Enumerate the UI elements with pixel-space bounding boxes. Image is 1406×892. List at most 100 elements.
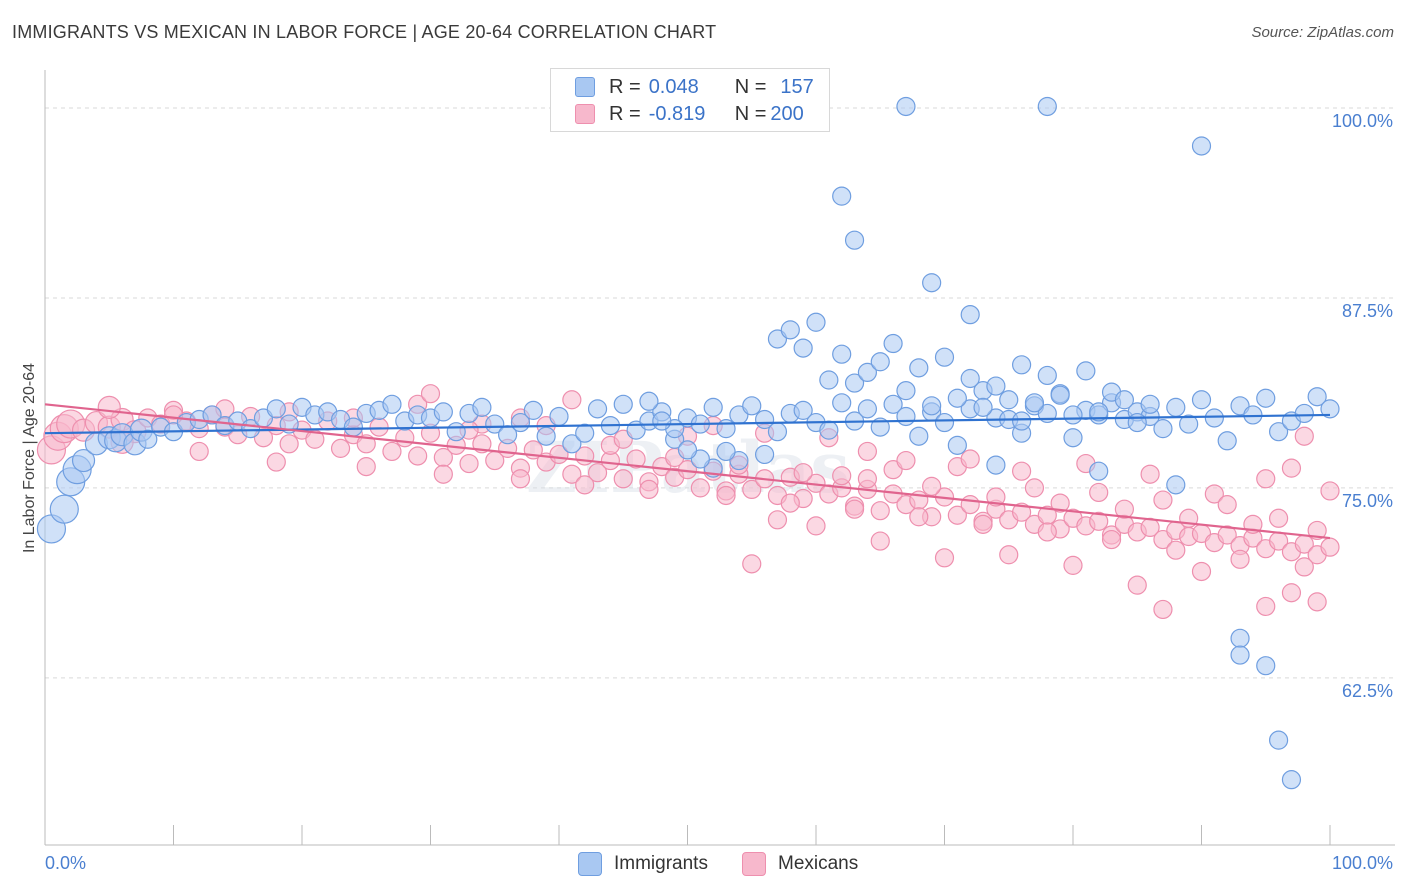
immigrants-point bbox=[49, 494, 79, 524]
immigrants-point bbox=[832, 186, 852, 206]
r-label: R = bbox=[609, 75, 641, 98]
mexicans-point bbox=[986, 487, 1006, 507]
legend-item-immigrants: Immigrants bbox=[578, 852, 708, 876]
immigrants-point bbox=[1268, 730, 1289, 750]
immigrants-point bbox=[832, 393, 852, 413]
mexicans-point bbox=[742, 479, 762, 500]
immigrants-point bbox=[1114, 390, 1135, 410]
immigrants-point bbox=[1024, 393, 1045, 413]
immigrants-point bbox=[896, 406, 916, 427]
immigrants-legend-swatch bbox=[578, 852, 602, 876]
mexicans-point bbox=[1281, 583, 1302, 603]
immigrants-point bbox=[896, 96, 916, 117]
immigrants-swatch bbox=[575, 77, 595, 97]
mexicans-point bbox=[1011, 461, 1032, 481]
immigrants-point bbox=[1256, 388, 1276, 408]
immigrants-point bbox=[202, 405, 222, 425]
mexicans-point bbox=[266, 452, 286, 472]
mexicans-point bbox=[960, 495, 980, 515]
immigrants-point bbox=[575, 423, 595, 443]
immigrants-point bbox=[523, 400, 543, 420]
mexicans-point bbox=[1153, 599, 1173, 620]
mexicans-point bbox=[369, 417, 389, 437]
mexicans-point bbox=[1089, 482, 1109, 503]
immigrants-point bbox=[883, 394, 903, 414]
mexicans-point bbox=[1011, 502, 1032, 522]
mexicans-point bbox=[1166, 540, 1186, 560]
mexicans-point bbox=[1114, 499, 1135, 519]
immigrants-point bbox=[1089, 461, 1109, 481]
mexicans-point bbox=[330, 438, 351, 458]
mexicans-point bbox=[1320, 537, 1340, 557]
immigrants-point bbox=[806, 312, 826, 332]
legend-label-immigrants: Immigrants bbox=[614, 853, 708, 874]
mexicans-point bbox=[1089, 511, 1109, 531]
mexicans-point bbox=[1256, 596, 1276, 617]
mexicans-point bbox=[1140, 464, 1160, 484]
mexicans-point bbox=[922, 476, 942, 496]
y-tick-label: 62.5% bbox=[1342, 681, 1393, 701]
immigrants-point bbox=[960, 368, 980, 389]
immigrants-point bbox=[1294, 403, 1314, 424]
mexicans-point bbox=[189, 441, 209, 462]
mexicans-point bbox=[1281, 458, 1302, 478]
mexicans-point bbox=[1294, 426, 1314, 446]
mexicans-point bbox=[1037, 522, 1057, 542]
immigrants-point bbox=[716, 441, 736, 462]
immigrants-point bbox=[870, 352, 890, 372]
immigrants-point bbox=[433, 402, 453, 422]
immigrants-point bbox=[780, 320, 800, 340]
mexicans-point bbox=[420, 384, 441, 404]
immigrants-point bbox=[1050, 385, 1070, 405]
immigrants-point bbox=[754, 444, 775, 465]
mexicans-point bbox=[639, 479, 659, 500]
n-value: 157 bbox=[780, 75, 814, 98]
immigrants-point bbox=[1281, 770, 1302, 790]
mexicans-point bbox=[870, 501, 890, 521]
n-label: N = bbox=[734, 75, 767, 98]
immigrants-point bbox=[986, 376, 1006, 396]
mexicans-point bbox=[1127, 575, 1147, 595]
mexicans-point bbox=[1024, 478, 1045, 498]
mexicans-point bbox=[780, 493, 800, 513]
mexicans-point bbox=[1191, 561, 1212, 582]
immigrants-point bbox=[446, 422, 466, 442]
mexicans-point bbox=[742, 554, 762, 574]
mexicans-point bbox=[433, 464, 453, 484]
mexicans-point bbox=[806, 516, 826, 536]
immigrants-point bbox=[1179, 414, 1199, 434]
immigrants-point bbox=[857, 399, 878, 419]
n-value: 200 bbox=[770, 102, 804, 125]
mexicans-point bbox=[857, 441, 878, 462]
immigrants-point bbox=[587, 399, 608, 419]
mexicans-point bbox=[356, 457, 376, 477]
legend-label-mexicans: Mexicans bbox=[778, 853, 859, 874]
immigrants-point bbox=[896, 381, 916, 401]
immigrants-point bbox=[485, 414, 505, 434]
immigrants-point bbox=[883, 333, 903, 354]
mexicans-point bbox=[575, 475, 595, 495]
mexicans-point bbox=[896, 450, 916, 471]
immigrants-point bbox=[1166, 475, 1186, 495]
mexicans-point bbox=[909, 507, 929, 527]
mexicans-point bbox=[279, 434, 299, 454]
immigrants-point bbox=[716, 419, 736, 439]
immigrants-point bbox=[241, 419, 261, 439]
y-axis-label: In Labor Force | Age 20-64 bbox=[21, 363, 38, 553]
immigrants-point bbox=[922, 273, 942, 293]
mexicans-point bbox=[562, 390, 582, 410]
immigrants-point bbox=[562, 434, 582, 454]
immigrants-point bbox=[1037, 365, 1057, 386]
mexicans-point bbox=[832, 466, 852, 486]
mexicans-point bbox=[510, 469, 531, 489]
mexicans-point bbox=[973, 514, 993, 534]
immigrants-point bbox=[1217, 431, 1237, 451]
mexicans-point bbox=[356, 434, 376, 454]
mexicans-point bbox=[1217, 495, 1237, 515]
stats-legend-row-mexicans: R = -0.819 N = 200 bbox=[575, 102, 804, 126]
immigrants-point bbox=[1191, 390, 1212, 410]
y-tick-label: 75.0% bbox=[1342, 491, 1393, 511]
mexicans-point bbox=[793, 463, 813, 483]
r-value: -0.819 bbox=[648, 102, 706, 125]
mexicans-point bbox=[1230, 549, 1250, 569]
